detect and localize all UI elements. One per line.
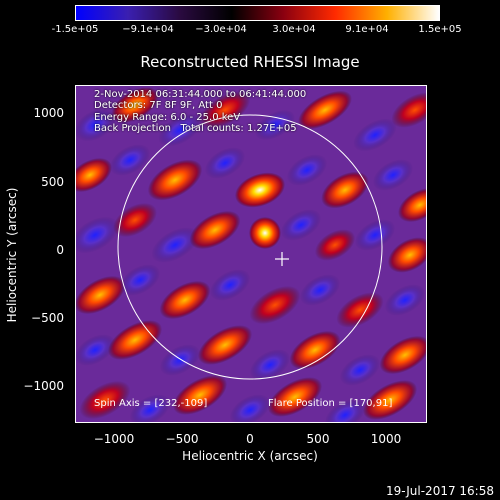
intensity-blob [111,87,159,123]
y-tick: 1000 [33,106,64,120]
intensity-blob [229,394,271,423]
intensity-blob [151,227,199,263]
intensity-blob [75,108,116,142]
intensity-blob [280,209,322,241]
info-line: Back Projection Total counts: 1.27E+05 [94,123,297,134]
intensity-blob [147,159,203,201]
flare-position-marker [275,252,289,266]
intensity-blob [339,354,381,386]
intensity-blob [321,171,369,209]
intensity-blob [249,217,281,249]
y-tick: 0 [56,243,64,257]
x-tick: 0 [246,432,254,446]
intensity-blob [119,264,161,296]
intensity-blob [267,377,323,417]
x-tick: 1000 [370,432,402,446]
intensity-blob [199,91,251,129]
colorbar-tick: 3.0e+04 [272,24,316,35]
y-tick: −1000 [23,379,64,393]
timestamp: 19-Jul-2017 16:58 [385,484,494,498]
intensity-blob [354,219,396,251]
intensity-blob [249,349,291,381]
intensity-blob [75,216,119,254]
colorbar-tick: -1.5e+05 [51,24,99,35]
y-axis-label: Heliocentric Y (arcsec) [5,187,19,323]
x-axis-label: Heliocentric X (arcsec) [182,449,318,463]
intensity-blob [75,275,126,315]
info-line: Detectors: 7F 8F 9F, Att 0 [94,100,223,111]
colorbar-tick: −9.1e+04 [122,24,174,35]
intensity-blob [109,144,151,176]
intensity-blob [353,118,397,152]
intensity-blob [299,274,341,306]
rhessi-image [75,85,427,423]
intensity-blob [298,90,352,130]
flare-position-label: Flare Position = [170,91] [268,398,393,409]
intensity-blob [286,154,328,186]
plot-title: Reconstructed RHESSI Image [140,53,360,71]
intensity-blob [362,380,418,420]
intensity-blob [314,229,356,261]
intensity-blob [113,202,157,238]
intensity-blob [249,285,301,325]
intensity-blob [255,109,295,141]
colorbar-tick: 1.5e+05 [418,24,462,35]
colorbar [75,5,440,21]
intensity-blob [384,284,426,316]
intensity-blob [159,280,211,320]
x-tick: −1000 [93,432,135,446]
intensity-blob [107,320,163,360]
intensity-blob [234,172,286,208]
y-tick: 500 [41,175,64,189]
info-line: Energy Range: 6.0 - 25.0 keV [94,112,241,123]
colorbar-tick: −3.0e+04 [195,24,247,35]
intensity-blob [372,159,414,191]
solar-limb [117,114,383,380]
y-tick: −500 [31,311,64,325]
x-tick: −500 [165,432,199,446]
info-line: 2-Nov-2014 06:31:44.000 to 06:41:44.000 [94,89,307,100]
spin-axis-label: Spin Axis = [232,-109] [94,398,208,409]
intensity-blob [289,330,341,370]
intensity-blob [336,292,384,328]
intensity-blob [75,334,116,366]
intensity-blob [204,147,246,179]
intensity-blob [172,375,228,415]
intensity-blob [129,394,171,423]
intensity-blob [398,187,427,223]
intensity-blob [79,380,131,420]
intensity-blob [158,113,202,147]
x-tick: 500 [306,432,330,446]
colorbar-tick: 9.1e+04 [345,24,389,35]
intensity-blob [209,269,251,301]
intensity-blob [75,157,112,193]
intensity-blob [189,210,241,250]
intensity-blob [387,237,427,273]
intensity-blob [379,335,427,375]
intensity-blob [197,325,253,365]
